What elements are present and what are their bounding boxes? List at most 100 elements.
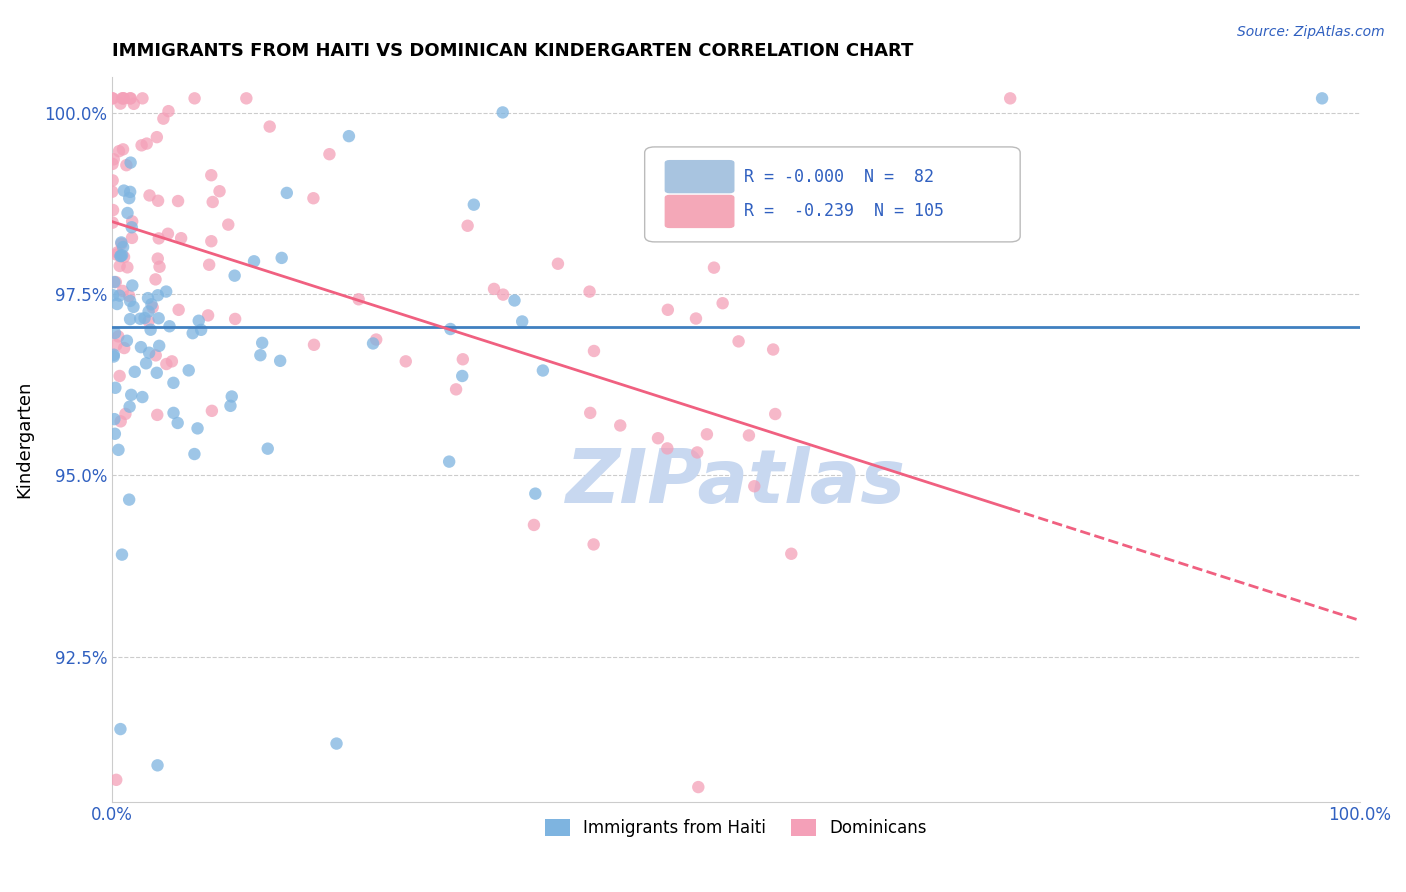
Point: [135, 136, 157, 151]
Point: [762, 343, 785, 357]
Point: [492, 105, 515, 120]
Point: [200, 234, 222, 248]
Point: [118, 289, 141, 303]
Point: [259, 120, 281, 134]
Point: [118, 91, 141, 105]
Point: [686, 445, 709, 459]
Point: [135, 356, 157, 370]
Point: [112, 91, 135, 105]
FancyBboxPatch shape: [645, 147, 1021, 242]
Point: [609, 418, 631, 433]
Point: [122, 300, 145, 314]
Point: [110, 236, 132, 251]
Point: [696, 427, 718, 442]
Point: [347, 293, 370, 307]
Point: [117, 206, 139, 220]
Point: [685, 311, 707, 326]
Point: [302, 338, 325, 352]
Point: [451, 352, 474, 367]
Point: [276, 186, 298, 200]
Point: [337, 129, 360, 144]
Point: [155, 285, 177, 299]
Point: [197, 309, 219, 323]
Point: [302, 191, 325, 205]
Point: [167, 302, 190, 317]
Text: R =  -0.239  N = 105: R = -0.239 N = 105: [744, 202, 945, 220]
Point: [145, 348, 167, 362]
Point: [457, 219, 479, 233]
Point: [101, 157, 124, 171]
Point: [439, 322, 461, 336]
Point: [200, 168, 222, 182]
Point: [152, 112, 174, 126]
Point: [101, 173, 124, 187]
Point: [146, 288, 169, 302]
Point: [139, 323, 162, 337]
Point: [763, 407, 786, 421]
Point: [105, 338, 128, 352]
Point: [159, 319, 181, 334]
Point: [110, 249, 132, 263]
Point: [104, 275, 127, 289]
Point: [780, 547, 803, 561]
Point: [523, 518, 546, 533]
Point: [270, 251, 292, 265]
Point: [201, 194, 224, 209]
Point: [120, 155, 142, 169]
FancyBboxPatch shape: [665, 194, 734, 228]
Point: [111, 548, 134, 562]
Point: [166, 416, 188, 430]
Point: [208, 184, 231, 198]
Point: [657, 302, 679, 317]
Point: [503, 293, 526, 308]
Point: [727, 334, 749, 349]
Point: [187, 314, 209, 328]
Point: [115, 334, 138, 348]
Point: [118, 191, 141, 205]
Point: [108, 259, 131, 273]
Y-axis label: Kindergarten: Kindergarten: [15, 380, 32, 498]
Point: [104, 426, 127, 441]
Point: [105, 297, 128, 311]
Point: [492, 287, 515, 301]
Point: [104, 326, 127, 340]
Point: [101, 288, 124, 302]
Point: [103, 153, 125, 167]
Point: [104, 381, 127, 395]
Point: [437, 455, 460, 469]
Point: [146, 252, 169, 266]
Point: [112, 341, 135, 355]
Point: [112, 91, 135, 105]
Point: [148, 311, 170, 326]
Point: [157, 104, 180, 119]
Point: [110, 722, 132, 736]
Point: [647, 431, 669, 445]
Point: [224, 268, 246, 283]
Text: R = -0.000  N =  82: R = -0.000 N = 82: [744, 168, 935, 186]
Point: [129, 311, 152, 326]
Point: [146, 758, 169, 772]
Point: [101, 202, 124, 217]
Point: [141, 297, 163, 311]
Point: [183, 447, 205, 461]
Point: [101, 185, 124, 199]
Point: [120, 388, 142, 402]
Point: [101, 91, 124, 105]
Point: [112, 142, 135, 156]
Point: [269, 354, 291, 368]
Text: Source: ZipAtlas.com: Source: ZipAtlas.com: [1237, 25, 1385, 39]
Point: [111, 284, 134, 298]
Point: [688, 780, 710, 794]
Text: ZIPatlas: ZIPatlas: [565, 446, 905, 519]
Point: [451, 369, 474, 384]
Point: [108, 288, 131, 302]
Point: [181, 326, 204, 341]
Point: [183, 91, 205, 105]
Point: [243, 254, 266, 268]
Point: [249, 348, 271, 362]
Point: [110, 235, 132, 250]
Point: [136, 291, 159, 305]
Point: [122, 96, 145, 111]
Point: [444, 383, 467, 397]
Point: [217, 218, 239, 232]
